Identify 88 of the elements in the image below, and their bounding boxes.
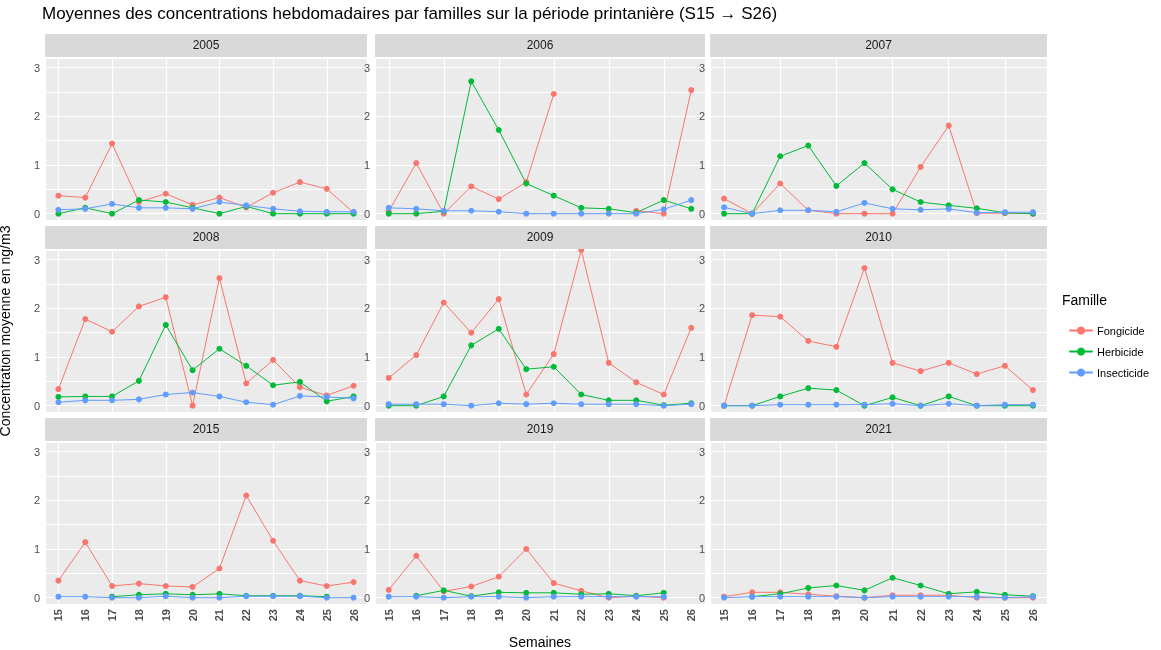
x-tick-label: 22 [914,609,927,622]
y-tick-label: 3 [33,61,40,74]
y-tick-label: 0 [33,207,40,220]
y-tick-label: 3 [363,253,370,266]
x-tick-label: 20 [186,609,199,622]
y-tick-label: 3 [33,445,40,458]
x-tick-label: 24 [293,608,306,622]
x-tick-label: 21 [213,609,226,622]
y-tick-label: 2 [698,302,705,315]
x-tick-label: 21 [547,609,560,622]
legend-title: Famille [1061,292,1107,308]
y-tick-label: 3 [363,61,370,74]
y-tick-label: 0 [363,399,370,412]
x-tick-label: 17 [106,609,119,622]
x-tick-label: 23 [267,609,280,622]
x-tick-label: 24 [630,608,643,622]
chart-title: 2008 [45,226,367,249]
y-axis-title: Concentration moyenne en ng/m3 [0,225,13,437]
x-tick-label: 15 [52,609,65,622]
chart-title: 2015 [45,418,367,441]
y-tick-label: 2 [363,494,370,507]
legend-label: Fongicide [1097,324,1145,337]
chart-title: 2009 [375,226,705,249]
x-tick-label: 18 [465,609,478,622]
y-tick-label: 0 [698,591,705,604]
y-tick-label: 2 [33,302,40,315]
y-tick-label: 0 [33,591,40,604]
x-tick-label: 24 [970,608,983,622]
x-tick-label: 25 [320,609,333,622]
y-tick-label: 3 [33,253,40,266]
x-tick-label: 15 [718,609,731,622]
y-tick-label: 1 [698,543,705,556]
y-tick-label: 2 [698,494,705,507]
x-tick-label: 19 [830,609,843,622]
x-tick-label: 25 [998,609,1011,622]
x-tick-label: 16 [79,609,92,622]
x-tick-label: 26 [685,609,698,622]
y-tick-label: 2 [33,494,40,507]
y-tick-label: 0 [698,399,705,412]
chart-title: 2021 [710,418,1047,441]
y-tick-label: 2 [363,110,370,123]
y-tick-label: 0 [363,207,370,220]
y-tick-label: 1 [33,543,40,556]
x-tick-label: 15 [382,609,395,622]
x-tick-label: 22 [240,609,253,622]
x-tick-label: 23 [942,609,955,622]
chart-title: 2010 [710,226,1047,249]
y-tick-label: 1 [33,351,40,364]
y-tick-label: 1 [363,543,370,556]
x-axis-title: Semaines [507,634,573,650]
x-tick-label: 17 [437,609,450,622]
x-tick-label: 16 [746,609,759,622]
x-tick-label: 18 [802,609,815,622]
x-tick-label: 22 [575,609,588,622]
y-tick-label: 3 [363,445,370,458]
y-tick-label: 1 [698,351,705,364]
chart-title: 2005 [45,34,367,57]
y-tick-label: 0 [33,399,40,412]
legend-label: Insecticide [1097,366,1150,379]
y-tick-label: 1 [363,351,370,364]
x-tick-label: 19 [492,609,505,622]
y-tick-label: 1 [698,159,705,172]
text: Moyennes des concentrations hebdomadaires par familles sur la période printanière (S15 → S26) [42,4,778,24]
chart-title: 2007 [710,34,1047,57]
y-tick-label: 2 [33,110,40,123]
x-tick-label: 19 [159,609,172,622]
x-tick-label: 17 [774,609,787,622]
x-tick-label: 23 [602,609,615,622]
y-tick-label: 0 [363,591,370,604]
y-tick-label: 3 [698,61,705,74]
x-tick-label: 20 [858,609,871,622]
y-tick-label: 0 [698,207,705,220]
x-tick-label: 20 [520,609,533,622]
legend-label: Herbicide [1097,345,1144,358]
y-tick-label: 1 [363,159,370,172]
y-tick-label: 2 [363,302,370,315]
chart-title: 2006 [375,34,705,57]
x-tick-label: 18 [132,609,145,622]
y-tick-label: 3 [698,445,705,458]
x-tick-label: 25 [657,609,670,622]
x-tick-label: 26 [347,609,360,622]
x-tick-label: 26 [1026,609,1039,622]
x-tick-label: 21 [886,609,899,622]
y-tick-label: 3 [698,253,705,266]
y-tick-label: 2 [698,110,705,123]
x-tick-label: 16 [410,609,423,622]
y-tick-label: 1 [33,159,40,172]
chart-title: 2019 [375,418,705,441]
